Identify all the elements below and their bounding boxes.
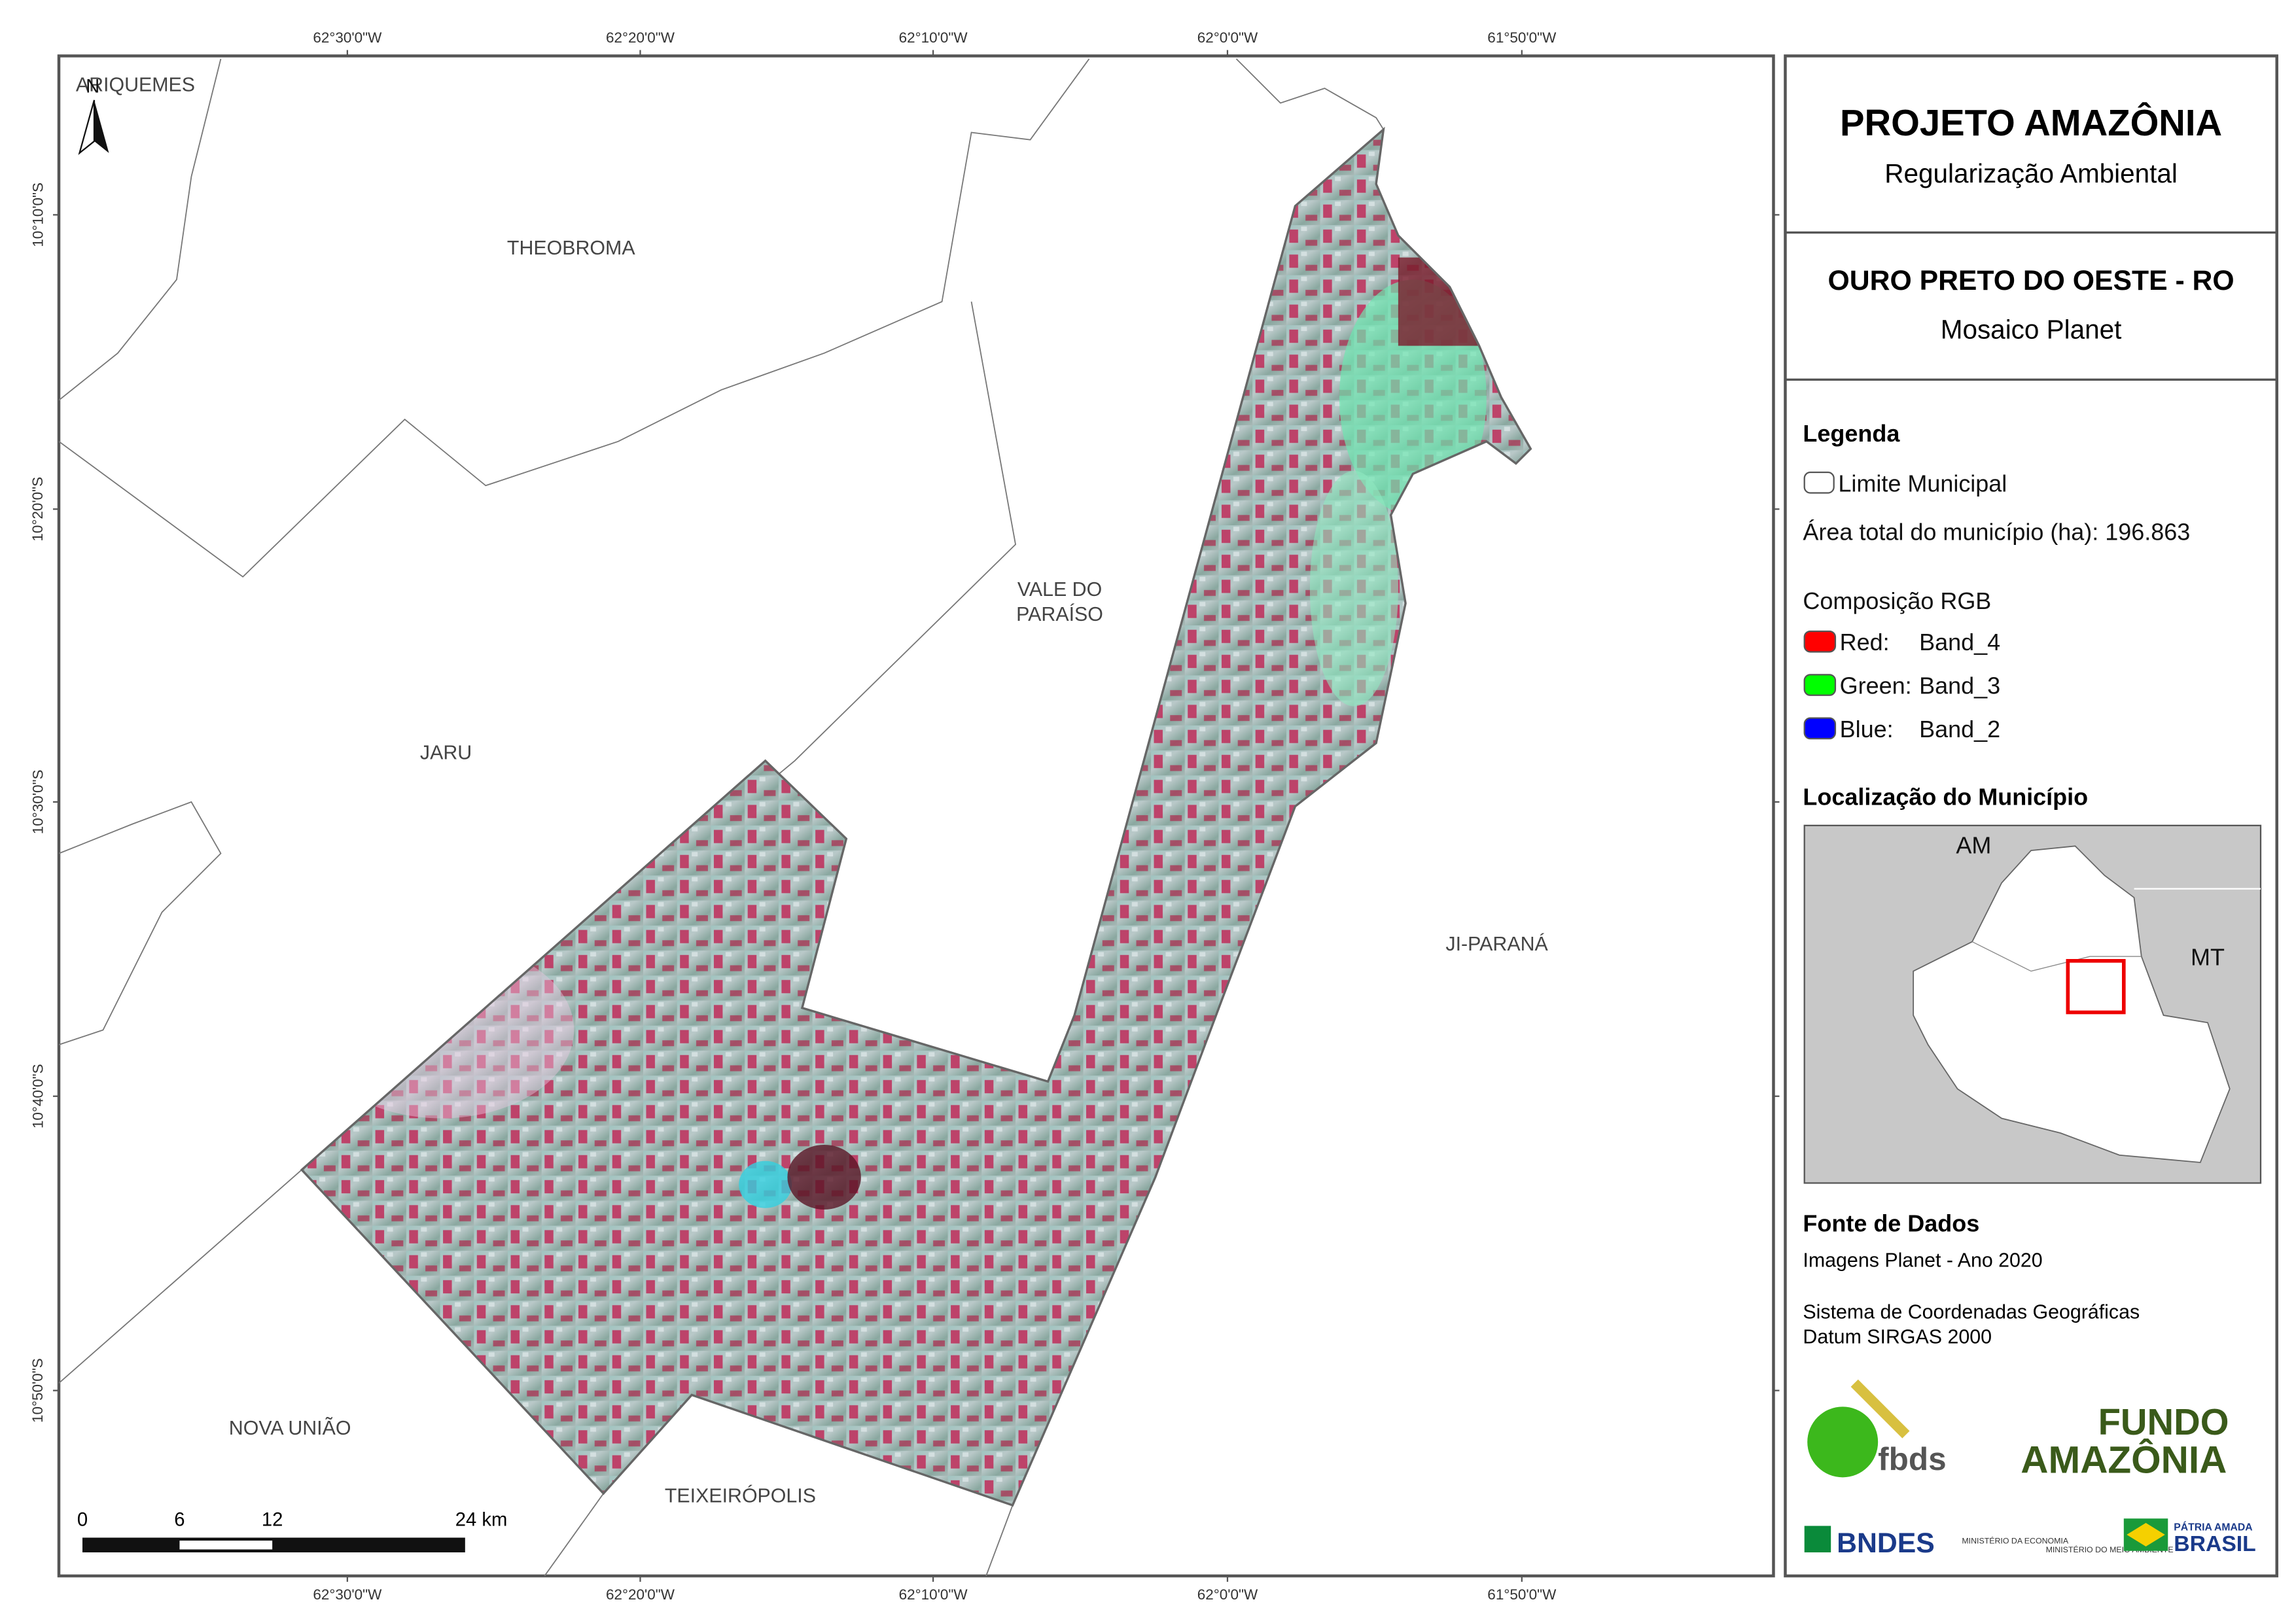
subtitle: Regularização Ambiental	[1884, 158, 2178, 188]
band-name: Band_3	[1919, 672, 2000, 699]
place-label: NOVA UNIÃO	[229, 1417, 351, 1439]
longitude-label: 62°20'0"W	[606, 1586, 675, 1603]
band-legend: Red: Band_4 Green: Band_3 Blue: Band_2	[1803, 629, 2000, 742]
longitude-label: 62°0'0"W	[1197, 1586, 1258, 1603]
rgb-title: Composição RGB	[1803, 587, 1991, 614]
panel-border	[1784, 54, 2278, 1578]
place-label: VALE DO	[1017, 579, 1102, 601]
scale-label: 24 km	[455, 1510, 508, 1531]
inset-boundaries	[1971, 941, 2142, 972]
inset-label: AM	[1956, 832, 1991, 859]
bndes-mark	[1804, 1526, 1831, 1553]
north-arrow-left	[78, 99, 96, 155]
source-line: Imagens Planet - Ano 2020	[1803, 1250, 2042, 1272]
region-subtitle: Mosaico Planet	[1941, 314, 2122, 344]
north-arrow-right	[94, 99, 109, 153]
logo-text: BRASIL	[2174, 1531, 2256, 1556]
longitude-label: 62°0'0"W	[1197, 29, 1258, 46]
source-line: Datum SIRGAS 2000	[1803, 1327, 1992, 1348]
fbds-mark	[1850, 1379, 1910, 1439]
sources-title: Fonte de Dados	[1803, 1210, 1979, 1237]
map-frame: 62°30'0"W 62°20'0"W 62°10'0"W 62°0'0"W 61°50…	[29, 29, 1780, 1603]
latitude-label: 10°10'0"S	[29, 183, 46, 247]
place-label: ARIQUEMES	[76, 74, 195, 96]
location-title: Localização do Município	[1803, 783, 2088, 810]
boundary	[58, 58, 1090, 578]
boundary	[58, 801, 222, 1045]
title: PROJETO AMAZÔNIA	[1840, 102, 2222, 143]
logo-text: BNDES	[1837, 1527, 1935, 1559]
band-label: Red:	[1840, 629, 1890, 655]
logos: fbds FUNDO AMAZÔNIA BNDES MINISTÉRIO DA …	[1804, 1379, 2256, 1559]
band-label: Green:	[1840, 672, 1912, 699]
longitude-label: 62°30'0"W	[313, 1586, 382, 1603]
side-panel: PROJETO AMAZÔNIA Regularização Ambiental…	[1784, 54, 2278, 1578]
boundary	[58, 301, 1017, 1384]
band-swatch	[1803, 717, 1837, 740]
place-label: JI-PARANÁ	[1445, 934, 1548, 955]
place-label: TEIXEIRÓPOLIS	[665, 1486, 816, 1507]
scale-bar: 0 6 12 24 km	[77, 1510, 508, 1553]
longitude-label: 61°50'0"W	[1487, 1586, 1557, 1603]
latitude-label: 10°20'0"S	[29, 477, 46, 542]
band-swatch	[1803, 674, 1837, 696]
boundary	[985, 1505, 1014, 1577]
location-highlight	[2066, 958, 2126, 1015]
longitude-label: 62°10'0"W	[899, 1586, 968, 1603]
north-label: N	[86, 77, 99, 97]
band-swatch	[1803, 630, 1837, 653]
longitude-label: 62°20'0"W	[606, 29, 675, 46]
logo-text: AMAZÔNIA	[2021, 1438, 2227, 1482]
logo-text: FUNDO	[2098, 1401, 2229, 1442]
longitude-label: 62°30'0"W	[313, 29, 382, 46]
scale-segment	[179, 1541, 273, 1550]
scale-segment	[82, 1537, 465, 1553]
inset-label: MT	[2191, 944, 2225, 971]
logo-text: PÁTRIA AMADA	[2174, 1520, 2252, 1533]
logo-text: MINISTÉRIO DA ECONOMIA	[1962, 1536, 2069, 1546]
band-name: Band_2	[1919, 716, 2000, 742]
urban-area	[739, 1161, 792, 1208]
band-label: Blue:	[1840, 716, 1894, 742]
brasil-flag	[2127, 1523, 2165, 1547]
area-label: Área total do município (ha): 196.863	[1803, 519, 2190, 546]
coordinates: 62°30'0"W 62°20'0"W 62°10'0"W 62°0'0"W 61°50…	[29, 29, 1780, 1603]
place-label: THEOBROMA	[507, 237, 635, 259]
boundary	[1235, 58, 1385, 130]
place-label: PARAÍSO	[1016, 604, 1103, 625]
forest	[1309, 470, 1398, 707]
location-inset: AM MT	[1803, 824, 2262, 1184]
latitude-label: 10°30'0"S	[29, 769, 46, 834]
rondonia-outline	[1913, 845, 2231, 1163]
longitude-label: 62°10'0"W	[899, 29, 968, 46]
latitude-label: 10°50'0"S	[29, 1358, 46, 1423]
boundary	[58, 58, 222, 401]
logo-text: fbds	[1878, 1441, 1946, 1477]
legend-title: Legenda	[1803, 420, 1900, 447]
boundary	[544, 1493, 604, 1577]
scale-label: 0	[77, 1510, 88, 1531]
north-arrow: N	[78, 77, 109, 155]
band-name: Band_4	[1919, 629, 2000, 655]
fbds-globe	[1807, 1406, 1879, 1478]
place-label: JARU	[420, 742, 472, 764]
place-labels: ARIQUEMES THEOBROMA VALE DO PARAÍSO JARU JI-P…	[76, 74, 1549, 1507]
municipal-boundaries	[58, 58, 1385, 1577]
scale-label: 12	[262, 1510, 283, 1531]
scale-label: 6	[174, 1510, 185, 1531]
boundary-swatch	[1803, 471, 1835, 494]
urban-area	[787, 1144, 861, 1210]
boundary-label: Limite Municipal	[1838, 470, 2007, 497]
longitude-label: 61°50'0"W	[1487, 29, 1557, 46]
region: OURO PRETO DO OESTE - RO	[1828, 265, 2234, 296]
latitude-label: 10°40'0"S	[29, 1064, 46, 1128]
source-line: Sistema de Coordenadas Geográficas	[1803, 1301, 2140, 1323]
